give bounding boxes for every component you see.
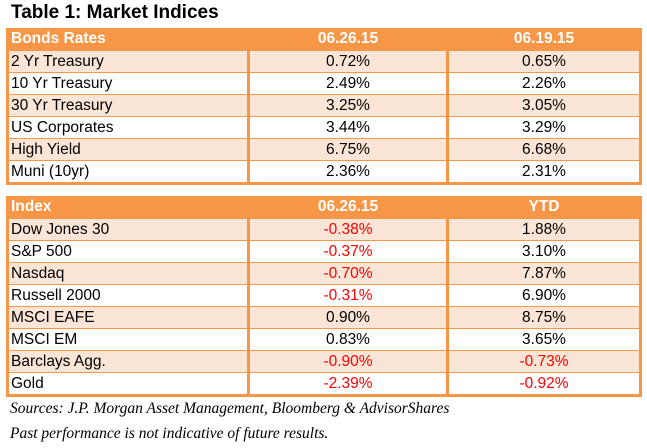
label-cell: MSCI EAFE: [9, 307, 247, 328]
value-cell: 0.90%: [250, 307, 446, 328]
table-row: Barclays Agg. -0.90% -0.73%: [9, 350, 639, 372]
value-cell: 3.10%: [449, 241, 639, 262]
value-cell: -0.70%: [250, 263, 446, 284]
label-cell: 2 Yr Treasury: [9, 51, 247, 72]
table-row: MSCI EM 0.83% 3.65%: [9, 328, 639, 350]
value-cell: 2.36%: [250, 161, 446, 182]
value-cell: -0.90%: [250, 351, 446, 372]
value-cell: 6.90%: [449, 285, 639, 306]
value-cell: -0.31%: [250, 285, 446, 306]
table-row: 30 Yr Treasury 3.25% 3.05%: [9, 94, 639, 116]
value-cell: 3.44%: [250, 117, 446, 138]
label-cell: Muni (10yr): [9, 161, 247, 182]
value-cell: -0.92%: [449, 373, 639, 394]
value-cell: 2.26%: [449, 73, 639, 94]
value-cell: 0.65%: [449, 51, 639, 72]
column-header: Index: [11, 198, 52, 215]
label-cell: Dow Jones 30: [9, 219, 247, 240]
column-header: Bonds Rates: [11, 30, 106, 47]
column-header: 06.26.15: [317, 198, 379, 215]
header-row: Index 06.26.15 YTD: [9, 196, 639, 218]
value-cell: -0.38%: [250, 219, 446, 240]
value-cell: 3.25%: [250, 95, 446, 116]
bonds-rates-table: Bonds Rates 06.26.15 06.19.15 2 Yr Treasury…: [6, 28, 642, 185]
header-row: Bonds Rates 06.26.15 06.19.15: [9, 28, 639, 50]
label-cell: Gold: [9, 373, 247, 394]
table-row: US Corporates 3.44% 3.29%: [9, 116, 639, 138]
label-cell: US Corporates: [9, 117, 247, 138]
column-header: YTD: [528, 198, 560, 215]
disclaimer-note: Past performance is not indicative of fu…: [10, 425, 329, 442]
index-table: Index 06.26.15 YTD Dow Jones 30 -0.38% 1.88% S…: [6, 196, 642, 397]
value-cell: 1.88%: [449, 219, 639, 240]
column-header: 06.19.15: [513, 30, 575, 47]
column-header: 06.26.15: [317, 30, 379, 47]
table-row: High Yield 6.75% 6.68%: [9, 138, 639, 160]
value-cell: -0.37%: [250, 241, 446, 262]
label-cell: 10 Yr Treasury: [9, 73, 247, 94]
value-cell: 7.87%: [449, 263, 639, 284]
table-row: Muni (10yr) 2.36% 2.31%: [9, 160, 639, 182]
value-cell: 3.05%: [449, 95, 639, 116]
table-row: Gold -2.39% -0.92%: [9, 372, 639, 394]
value-cell: 0.83%: [250, 329, 446, 350]
value-cell: 3.65%: [449, 329, 639, 350]
table-row: MSCI EAFE 0.90% 8.75%: [9, 306, 639, 328]
label-cell: Barclays Agg.: [9, 351, 247, 372]
value-cell: 2.49%: [250, 73, 446, 94]
table-title: Table 1: Market Indices: [11, 2, 219, 23]
label-cell: Nasdaq: [9, 263, 247, 284]
table-row: S&P 500 -0.37% 3.10%: [9, 240, 639, 262]
value-cell: 6.68%: [449, 139, 639, 160]
value-cell: 0.72%: [250, 51, 446, 72]
table-row: Russell 2000 -0.31% 6.90%: [9, 284, 639, 306]
label-cell: Russell 2000: [9, 285, 247, 306]
value-cell: 2.31%: [449, 161, 639, 182]
value-cell: -0.73%: [449, 351, 639, 372]
label-cell: MSCI EM: [9, 329, 247, 350]
table-row: Nasdaq -0.70% 7.87%: [9, 262, 639, 284]
value-cell: -2.39%: [250, 373, 446, 394]
table-row: 10 Yr Treasury 2.49% 2.26%: [9, 72, 639, 94]
value-cell: 8.75%: [449, 307, 639, 328]
table-row: Dow Jones 30 -0.38% 1.88%: [9, 218, 639, 240]
label-cell: High Yield: [9, 139, 247, 160]
value-cell: 3.29%: [449, 117, 639, 138]
value-cell: 6.75%: [250, 139, 446, 160]
sources-note: Sources: J.P. Morgan Asset Management, B…: [10, 400, 450, 417]
table-row: 2 Yr Treasury 0.72% 0.65%: [9, 50, 639, 72]
label-cell: 30 Yr Treasury: [9, 95, 247, 116]
label-cell: S&P 500: [9, 241, 247, 262]
